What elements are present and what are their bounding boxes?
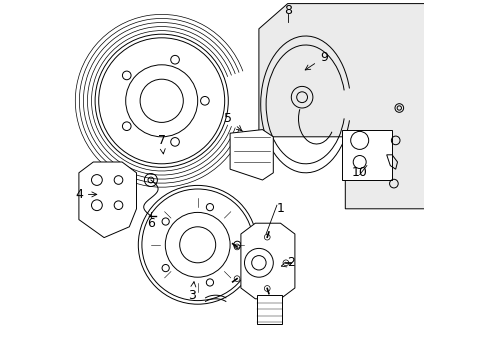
Text: 8: 8 <box>283 4 291 17</box>
Polygon shape <box>241 223 294 299</box>
Text: 6: 6 <box>147 217 155 230</box>
Text: 7: 7 <box>157 134 165 154</box>
Polygon shape <box>230 130 273 180</box>
Text: 2: 2 <box>281 256 295 269</box>
Text: 9: 9 <box>305 51 327 70</box>
Text: 1: 1 <box>276 202 284 215</box>
Text: 3: 3 <box>188 282 196 302</box>
Polygon shape <box>79 162 136 238</box>
Polygon shape <box>258 4 424 209</box>
Text: 4: 4 <box>75 188 97 201</box>
Bar <box>341 130 391 180</box>
Bar <box>257 295 282 324</box>
Text: 10: 10 <box>351 166 367 179</box>
Text: 5: 5 <box>224 112 241 131</box>
